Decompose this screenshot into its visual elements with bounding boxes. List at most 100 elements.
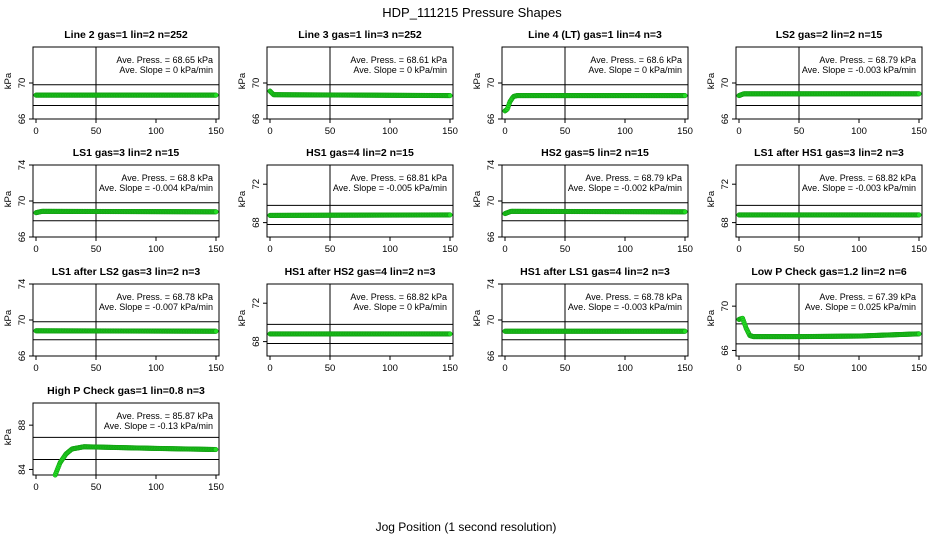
y-tick-label: 74 xyxy=(486,279,497,290)
panel-title: Line 2 gas=1 lin=2 n=252 xyxy=(64,29,188,41)
y-axis-label: kPa xyxy=(237,72,248,89)
x-tick-label: 50 xyxy=(560,363,571,374)
x-tick-label: 0 xyxy=(502,244,507,255)
x-tick-label: 0 xyxy=(502,363,507,374)
y-tick-label: 66 xyxy=(17,351,28,362)
x-tick-label: 150 xyxy=(677,363,693,374)
ave-slope-label: Ave. Slope = -0.004 kPa/min xyxy=(99,183,213,193)
panel-title: Line 3 gas=1 lin=3 n=252 xyxy=(298,29,422,41)
x-tick-label: 150 xyxy=(677,244,693,255)
x-tick-label: 100 xyxy=(382,244,398,255)
x-tick-label: 100 xyxy=(617,244,633,255)
chart-panel: Line 3 gas=1 lin=3 n=252 Ave. Press. = 68… xyxy=(237,29,458,137)
y-tick-label: 70 xyxy=(17,315,28,326)
y-axis-label: kPa xyxy=(472,309,483,326)
panel-title: HS1 after HS2 gas=4 lin=2 n=3 xyxy=(285,266,436,278)
panel-title: LS2 gas=2 lin=2 n=15 xyxy=(776,29,883,41)
y-tick-label: 74 xyxy=(17,279,28,290)
y-axis-label: kPa xyxy=(706,309,717,326)
ave-press-label: Ave. Press. = 68.81 kPa xyxy=(350,173,447,183)
ave-slope-label: Ave. Slope = 0 kPa/min xyxy=(353,302,447,312)
x-tick-label: 150 xyxy=(208,126,224,137)
x-tick-label: 50 xyxy=(794,126,805,137)
x-tick-label: 50 xyxy=(560,244,571,255)
x-tick-label: 50 xyxy=(91,244,102,255)
x-tick-label: 100 xyxy=(851,363,867,374)
panel-title: Low P Check gas=1.2 lin=2 n=6 xyxy=(751,266,906,278)
chart-panel: Line 4 (LT) gas=1 lin=4 n=3 Ave. Press. =… xyxy=(472,29,693,137)
y-axis-label: kPa xyxy=(3,309,14,326)
data-point xyxy=(447,93,453,99)
ave-press-label: Ave. Press. = 68.6 kPa xyxy=(590,55,682,65)
ave-press-label: Ave. Press. = 68.78 kPa xyxy=(116,292,213,302)
x-tick-label: 150 xyxy=(911,126,927,137)
y-tick-label: 66 xyxy=(720,114,731,125)
y-axis-label: kPa xyxy=(3,428,14,445)
x-tick-label: 50 xyxy=(91,363,102,374)
panel-grid: Line 2 gas=1 lin=2 n=252 Ave. Press. = 68… xyxy=(3,29,927,493)
ave-slope-label: Ave. Slope = -0.007 kPa/min xyxy=(99,302,213,312)
y-tick-label: 66 xyxy=(720,345,731,356)
x-tick-label: 150 xyxy=(208,482,224,493)
x-tick-label: 50 xyxy=(91,482,102,493)
data-series xyxy=(52,444,219,478)
ave-slope-label: Ave. Slope = -0.005 kPa/min xyxy=(333,183,447,193)
x-tick-label: 0 xyxy=(736,126,741,137)
x-tick-label: 0 xyxy=(736,363,741,374)
y-tick-label: 88 xyxy=(17,420,28,431)
y-tick-label: 70 xyxy=(720,78,731,89)
ave-press-label: Ave. Press. = 68.79 kPa xyxy=(585,173,682,183)
y-tick-label: 66 xyxy=(251,114,262,125)
x-tick-label: 0 xyxy=(502,126,507,137)
ave-press-label: Ave. Press. = 85.87 kPa xyxy=(116,411,213,421)
y-tick-label: 68 xyxy=(251,336,262,347)
x-tick-label: 0 xyxy=(736,244,741,255)
ave-slope-label: Ave. Slope = -0.13 kPa/min xyxy=(104,421,213,431)
chart-panel: LS2 gas=2 lin=2 n=15 Ave. Press. = 68.79 … xyxy=(706,29,927,137)
y-tick-label: 70 xyxy=(486,315,497,326)
x-tick-label: 100 xyxy=(148,126,164,137)
y-tick-label: 72 xyxy=(251,298,262,309)
data-point xyxy=(682,328,688,334)
data-point xyxy=(916,212,922,218)
chart-panel: HS1 after HS2 gas=4 lin=2 n=3 Ave. Press.… xyxy=(237,266,458,374)
ave-slope-label: Ave. Slope = -0.003 kPa/min xyxy=(568,302,682,312)
y-tick-label: 74 xyxy=(486,160,497,171)
y-tick-label: 72 xyxy=(251,179,262,190)
y-axis-label: kPa xyxy=(3,190,14,207)
x-tick-label: 0 xyxy=(267,363,272,374)
data-point xyxy=(682,209,688,215)
data-point xyxy=(213,92,219,98)
panel-title: HS1 gas=4 lin=2 n=15 xyxy=(306,147,414,159)
x-tick-label: 50 xyxy=(325,363,336,374)
y-tick-label: 66 xyxy=(486,232,497,243)
x-tick-label: 50 xyxy=(794,244,805,255)
ave-slope-label: Ave. Slope = -0.003 kPa/min xyxy=(802,183,916,193)
x-tick-label: 100 xyxy=(148,244,164,255)
data-point xyxy=(213,446,219,453)
x-tick-label: 0 xyxy=(267,126,272,137)
y-tick-label: 66 xyxy=(17,114,28,125)
x-tick-label: 50 xyxy=(560,126,571,137)
chart-panel: LS1 after LS2 gas=3 lin=2 n=3 Ave. Press.… xyxy=(3,266,224,374)
y-tick-label: 70 xyxy=(17,196,28,207)
data-point xyxy=(447,212,453,218)
data-series xyxy=(33,92,219,98)
ave-slope-label: Ave. Slope = 0 kPa/min xyxy=(588,65,682,75)
ave-press-label: Ave. Press. = 68.65 kPa xyxy=(116,55,213,65)
x-tick-label: 0 xyxy=(33,244,38,255)
x-tick-label: 100 xyxy=(382,126,398,137)
chart-panel: HS2 gas=5 lin=2 n=15 Ave. Press. = 68.79 … xyxy=(472,147,693,255)
panel-title: High P Check gas=1 lin=0.8 n=3 xyxy=(47,385,205,397)
figure-title: HDP_111215 Pressure Shapes xyxy=(382,5,562,20)
x-tick-label: 0 xyxy=(33,482,38,493)
y-axis-label: kPa xyxy=(237,190,248,207)
y-tick-label: 70 xyxy=(251,78,262,89)
y-tick-label: 66 xyxy=(486,114,497,125)
panel-title: HS2 gas=5 lin=2 n=15 xyxy=(541,147,649,159)
figure-x-axis-label: Jog Position (1 second resolution) xyxy=(376,520,557,534)
x-tick-label: 100 xyxy=(382,363,398,374)
data-series xyxy=(736,212,922,218)
ave-press-label: Ave. Press. = 68.82 kPa xyxy=(819,173,916,183)
data-point xyxy=(916,331,922,337)
